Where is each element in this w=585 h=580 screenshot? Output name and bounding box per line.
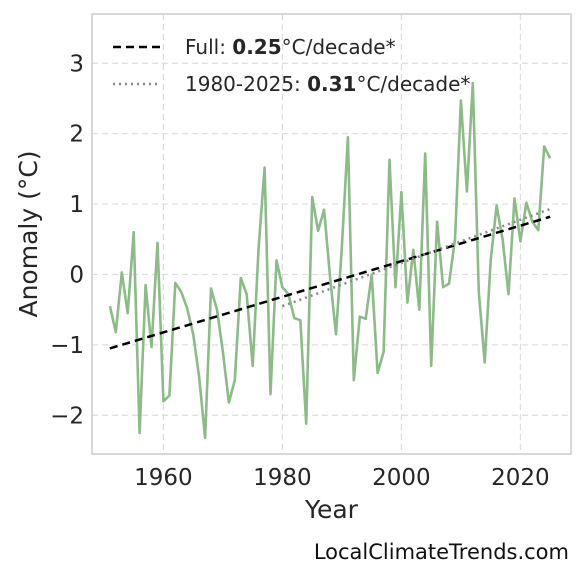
source-credit: LocalClimateTrends.com — [313, 540, 569, 564]
legend: Full: 0.25°C/decade* 1980-2025: 0.31°C/d… — [113, 35, 470, 96]
y-tick-label: 1 — [69, 192, 84, 218]
legend-entry-recent: 1980-2025: 0.31°C/decade* — [185, 72, 470, 96]
plot-frame — [91, 13, 572, 455]
y-tick-label: 2 — [69, 122, 84, 148]
y-tick-label: 0 — [69, 262, 84, 288]
series-layer — [108, 81, 552, 440]
x-tick-label: 1960 — [134, 465, 193, 491]
y-axis-title: Anomaly (°C) — [14, 150, 43, 317]
y-tick-label: −2 — [50, 403, 84, 429]
y-tick-label: −1 — [50, 333, 84, 359]
legend-recent-value: 0.31 — [307, 72, 356, 96]
x-tick-label: 2000 — [372, 465, 431, 491]
anomaly-line — [108, 81, 552, 440]
x-tick-label: 2020 — [491, 465, 550, 491]
legend-full-suffix: °C/decade* — [282, 35, 396, 59]
full-trend-line — [109, 215, 551, 350]
tick-labels: 1960 1980 2000 2020 −2 −1 0 1 2 3 — [50, 51, 550, 491]
x-tick-label: 1980 — [253, 465, 312, 491]
legend-recent-suffix: °C/decade* — [356, 72, 470, 96]
y-tick-label: 3 — [69, 51, 84, 77]
x-axis-title: Year — [304, 495, 359, 524]
legend-recent-prefix: 1980-2025: — [185, 72, 307, 96]
legend-full-value: 0.25 — [232, 35, 281, 59]
trend-layer — [109, 207, 551, 350]
legend-full-prefix: Full: — [185, 35, 232, 59]
legend-entry-full: Full: 0.25°C/decade* — [185, 35, 396, 59]
